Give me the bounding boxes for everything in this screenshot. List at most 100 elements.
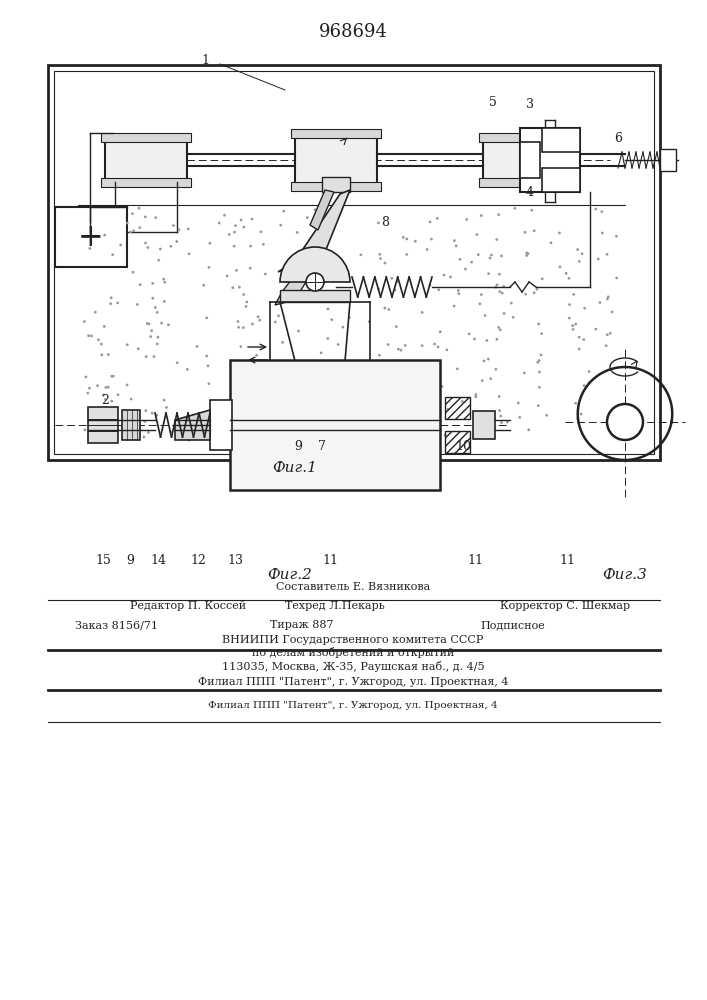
Circle shape (606, 297, 609, 300)
Circle shape (404, 344, 407, 347)
Circle shape (421, 344, 423, 347)
Text: Техред Л.Пекарь: Техред Л.Пекарь (285, 601, 385, 611)
Circle shape (186, 368, 189, 371)
Bar (660, 149, 676, 171)
Circle shape (402, 236, 404, 239)
Wedge shape (280, 247, 350, 282)
Circle shape (314, 208, 317, 211)
Circle shape (397, 435, 400, 438)
Text: 11: 11 (467, 554, 483, 566)
Circle shape (274, 321, 276, 323)
Circle shape (474, 393, 477, 396)
Circle shape (144, 409, 147, 412)
Text: Подписное: Подписное (480, 620, 545, 630)
Circle shape (449, 276, 452, 278)
Circle shape (499, 415, 502, 418)
Text: +: + (78, 222, 104, 252)
Circle shape (324, 383, 327, 385)
Circle shape (234, 224, 237, 227)
Text: Фиг.1: Фиг.1 (273, 461, 317, 475)
Circle shape (486, 339, 489, 342)
Circle shape (500, 255, 503, 257)
Circle shape (383, 307, 386, 309)
Circle shape (414, 240, 416, 243)
Circle shape (291, 422, 294, 425)
Circle shape (110, 400, 113, 403)
Text: 15: 15 (95, 554, 111, 566)
Circle shape (576, 248, 579, 251)
Circle shape (157, 259, 160, 262)
Circle shape (527, 252, 530, 255)
Circle shape (339, 261, 342, 264)
Circle shape (170, 245, 173, 248)
Circle shape (181, 421, 184, 424)
Circle shape (107, 415, 110, 418)
Circle shape (387, 308, 390, 311)
Circle shape (476, 233, 478, 236)
Circle shape (183, 435, 186, 438)
Circle shape (288, 373, 291, 376)
Bar (105, 138, 187, 182)
Circle shape (506, 421, 509, 424)
Bar (479, 178, 569, 187)
Circle shape (237, 320, 240, 323)
Circle shape (362, 402, 365, 405)
Circle shape (334, 388, 337, 391)
Circle shape (231, 286, 234, 289)
Circle shape (148, 323, 151, 325)
Circle shape (480, 214, 483, 217)
Bar (445, 397, 470, 419)
Circle shape (154, 216, 157, 219)
Circle shape (453, 239, 456, 242)
Circle shape (104, 398, 107, 401)
Circle shape (331, 430, 334, 433)
Circle shape (233, 405, 236, 407)
Circle shape (139, 226, 141, 229)
Circle shape (341, 326, 344, 329)
Circle shape (457, 292, 460, 295)
Circle shape (574, 402, 577, 405)
Circle shape (348, 316, 351, 319)
Circle shape (156, 343, 158, 345)
Circle shape (83, 429, 86, 431)
Circle shape (578, 336, 580, 339)
Circle shape (136, 303, 139, 306)
Circle shape (310, 298, 312, 300)
Circle shape (583, 384, 585, 387)
Circle shape (583, 338, 585, 341)
Circle shape (316, 436, 319, 438)
Circle shape (249, 245, 252, 247)
Circle shape (524, 293, 527, 296)
Circle shape (464, 268, 467, 270)
Circle shape (282, 210, 285, 213)
Circle shape (473, 338, 476, 340)
Circle shape (240, 219, 243, 221)
Circle shape (392, 359, 395, 362)
Circle shape (137, 347, 140, 350)
Circle shape (262, 243, 265, 246)
Circle shape (538, 359, 540, 362)
Circle shape (601, 232, 604, 234)
Circle shape (240, 345, 243, 348)
Circle shape (396, 280, 399, 283)
Circle shape (205, 355, 208, 357)
Circle shape (503, 285, 506, 288)
Circle shape (446, 408, 449, 411)
Circle shape (243, 293, 245, 296)
Text: 2: 2 (101, 393, 109, 406)
Circle shape (196, 345, 199, 348)
Text: 13: 13 (227, 554, 243, 566)
Circle shape (258, 319, 261, 322)
Circle shape (332, 396, 335, 399)
Circle shape (433, 432, 436, 435)
Text: 4: 4 (526, 186, 534, 198)
Bar (322, 177, 350, 192)
Circle shape (249, 267, 252, 270)
Circle shape (251, 323, 254, 325)
Circle shape (439, 330, 442, 333)
Bar (483, 138, 565, 182)
Circle shape (497, 213, 500, 216)
Circle shape (496, 338, 498, 341)
Circle shape (597, 258, 600, 260)
Text: 12: 12 (190, 554, 206, 566)
